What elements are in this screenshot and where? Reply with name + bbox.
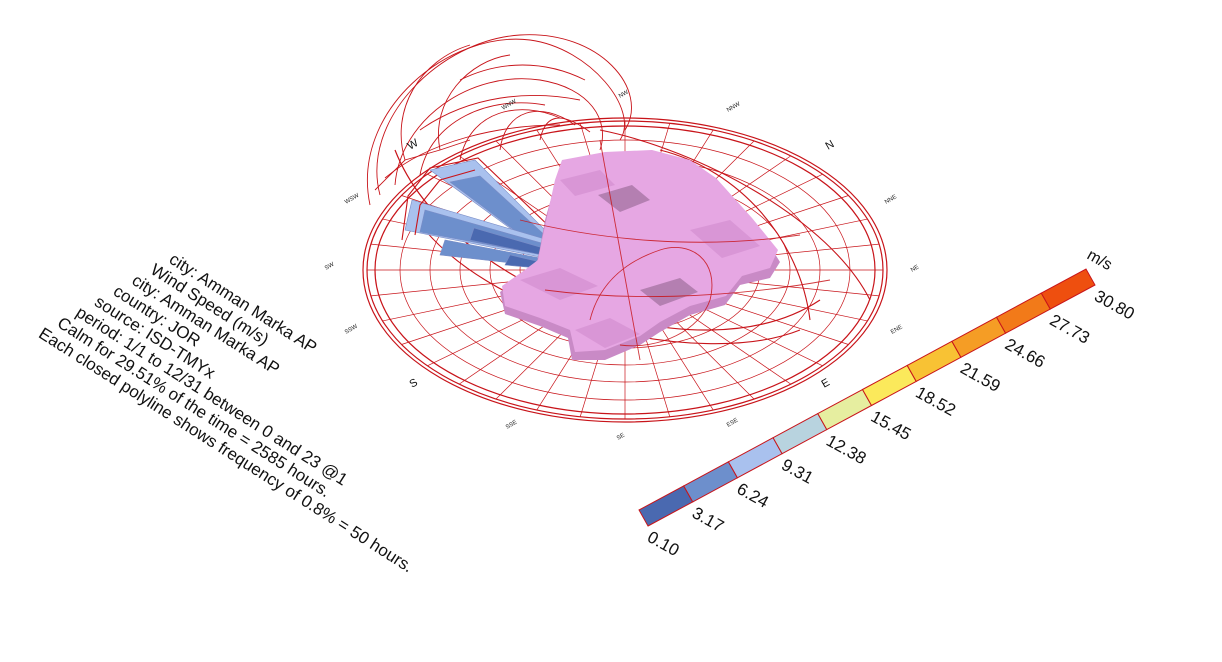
legend-tick-label: 0.10 (644, 527, 682, 560)
legend-tick-label: 21.59 (957, 359, 1003, 396)
sunpath-arc-8 (400, 44, 471, 161)
legend-swatch (683, 461, 739, 503)
context-building-masses (500, 150, 780, 360)
compass-label-wsw: WSW (344, 193, 361, 206)
compass-label-nw: NW (618, 89, 630, 99)
mass-step-2 (690, 220, 760, 258)
compass-label-ene: ENE (890, 324, 904, 335)
compass-label-se: SE (616, 433, 626, 442)
compass-label-ne: NE (910, 264, 920, 273)
overlay-2 (519, 219, 801, 243)
sunpath-arc-12 (419, 95, 581, 131)
legend-swatch (638, 485, 694, 527)
compass-label-ese: ESE (726, 418, 739, 429)
compass-label-s: S (408, 377, 420, 391)
legend-tick-label: 30.80 (1091, 286, 1137, 323)
legend-tick-label: 12.38 (823, 431, 869, 468)
outline-1 (401, 157, 556, 241)
compass-label-w: W (406, 137, 422, 153)
mass-step-3 (575, 318, 640, 348)
mass-courtyard-1 (598, 185, 650, 212)
legend-swatch (772, 412, 828, 455)
sunpath-arc-3 (394, 78, 603, 186)
compass-label-nnw: NNW (726, 101, 742, 114)
legend-tick-label: 24.66 (1002, 335, 1048, 372)
overlay-4 (589, 247, 713, 347)
sunpath-arc-9 (438, 54, 511, 151)
info-line-8: Each closed polyline shows frequency of … (35, 324, 416, 576)
legend-swatch (861, 364, 917, 407)
legend-swatch (995, 292, 1051, 334)
legend-tick-label: 27.73 (1047, 310, 1093, 347)
compass-label-n: N (824, 138, 837, 152)
compass-label-nne: NNE (884, 194, 898, 206)
mass-main (502, 150, 778, 352)
legend-tick-label: 18.52 (912, 383, 958, 420)
wind-rose-petals (404, 159, 646, 311)
compass-label-sw: SW (324, 262, 336, 272)
legend-swatch (951, 316, 1007, 358)
sunpath-arc-1 (376, 34, 632, 196)
sunpath-diurnal-3 (599, 129, 871, 301)
overlay-1 (599, 139, 641, 361)
legend-tick-label: 9.31 (778, 455, 816, 488)
legend-swatch (817, 388, 873, 431)
sunpath-arc-2 (367, 38, 625, 206)
mass-courtyard-2 (640, 278, 698, 306)
legend-swatch (727, 437, 783, 479)
legend-tick-label: 15.45 (868, 407, 914, 444)
legend-tick-label: 6.24 (734, 479, 772, 512)
legend-tick-label: 3.17 (689, 503, 727, 536)
outline-2 (414, 169, 476, 236)
sunpath-arc-10 (374, 139, 471, 191)
sunpath-arc-13 (459, 64, 586, 81)
mass-step-4 (560, 170, 615, 196)
sunpath-arc-4 (419, 102, 546, 176)
legend-swatch (1040, 268, 1096, 310)
compass-label-ssw: SSW (344, 324, 359, 336)
legend-swatch (906, 340, 962, 383)
sunpath-overlay-lines (519, 139, 831, 361)
sunpath-arc-5 (459, 109, 561, 161)
compass-label-e: E (820, 377, 832, 391)
rose-ring (362, 117, 888, 423)
overlay-3 (544, 279, 831, 298)
mass-step-1 (520, 268, 598, 300)
compass-label-sse: SSE (505, 420, 518, 431)
sunpath-arc-7 (539, 117, 591, 141)
legend-unit-label: m/s (1084, 247, 1115, 274)
